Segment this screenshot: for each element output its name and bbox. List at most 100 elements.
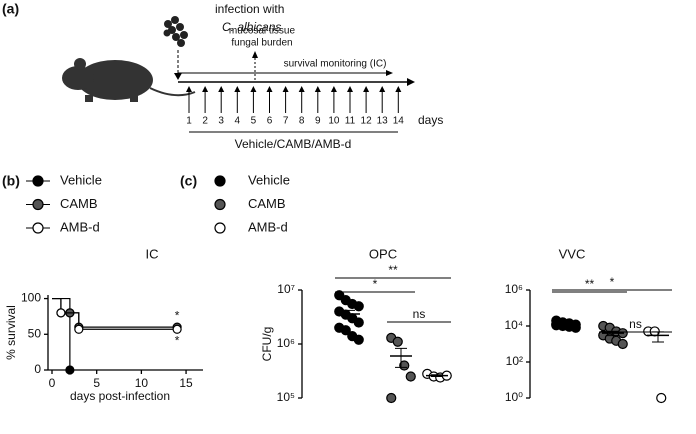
- legend-marker: [32, 175, 44, 187]
- arrow-head: [407, 78, 415, 86]
- mouse-icon: [62, 58, 196, 102]
- data-point: [656, 392, 667, 404]
- legend-marker: [32, 198, 44, 211]
- survival-curve: [52, 297, 178, 330]
- y-tick-label: 10⁵: [277, 390, 295, 404]
- day-label: 13: [377, 116, 389, 127]
- survival-marker: [65, 365, 75, 375]
- y-axis-label: CFU/g: [260, 327, 274, 362]
- legend-marker: [214, 175, 226, 187]
- error-bar: [560, 322, 572, 326]
- legend-label: CAMB: [60, 196, 98, 211]
- data-point: [353, 317, 364, 328]
- day-label: 2: [202, 116, 208, 127]
- y-tick-label: 10⁶: [277, 336, 295, 350]
- data-point: [617, 338, 628, 350]
- error-bar: [431, 374, 443, 378]
- significance: ns: [413, 307, 426, 321]
- significance: *: [175, 333, 180, 347]
- arrow-head: [386, 70, 393, 76]
- chart-title: OPC: [369, 246, 397, 261]
- x-axis-label: days post-infection: [70, 389, 170, 403]
- significance: *: [373, 277, 378, 291]
- arrow-head: [298, 86, 305, 92]
- arrow-head: [266, 86, 273, 92]
- day-label: 12: [361, 116, 373, 127]
- burden-text: fungal burden: [231, 38, 292, 49]
- survival-marker: [56, 308, 66, 318]
- arrow-head: [395, 86, 402, 92]
- y-tick-label: 0: [34, 362, 41, 376]
- days-label: days: [418, 113, 443, 127]
- legend-marker: [32, 222, 44, 234]
- significance: ns: [629, 317, 642, 331]
- arrow-head: [282, 86, 289, 92]
- data-point: [405, 371, 416, 382]
- day-label: 7: [283, 116, 289, 127]
- legend-label: CAMB: [248, 196, 286, 211]
- legend-label: AMB-d: [248, 219, 288, 234]
- survival-marker: [74, 324, 84, 334]
- x-tick-label: 15: [179, 376, 193, 390]
- legend-marker: [214, 198, 226, 211]
- day-label: 3: [218, 116, 224, 127]
- organism: C. albicans: [222, 20, 281, 34]
- y-axis-label: % survival: [4, 305, 18, 360]
- day-label: 10: [328, 116, 340, 127]
- day-label: 8: [299, 116, 305, 127]
- panel-label: (c): [180, 173, 197, 189]
- burden-text: mucosal tissue: [229, 26, 296, 37]
- panel-label: (b): [2, 173, 20, 189]
- arrow-head: [234, 86, 241, 92]
- day-label: 5: [251, 116, 257, 127]
- day-label: 1: [186, 116, 192, 127]
- x-tick-label: 5: [93, 376, 100, 390]
- significance: **: [388, 263, 398, 277]
- arrow-head: [252, 51, 258, 58]
- data-point: [353, 334, 364, 345]
- chart-title: VVC: [559, 246, 586, 261]
- significance: *: [175, 308, 180, 322]
- data-point: [340, 325, 351, 336]
- y-tick-label: 10²: [506, 354, 523, 368]
- monitoring-text: survival monitoring (IC): [284, 59, 387, 70]
- significance: *: [610, 275, 615, 289]
- error-bar: [343, 309, 355, 319]
- day-label: 14: [393, 116, 405, 127]
- arrow-head: [347, 86, 353, 92]
- legend-marker: [214, 222, 226, 234]
- treatment-text: Vehicle/CAMB/AMB-d: [235, 137, 352, 151]
- legend-label: Vehicle: [248, 172, 290, 187]
- legend-label: Vehicle: [60, 172, 102, 187]
- day-label: 6: [267, 116, 273, 127]
- arrow-head: [174, 73, 182, 80]
- x-tick-label: 0: [49, 376, 56, 390]
- y-tick-label: 10⁷: [277, 282, 295, 296]
- data-point: [386, 392, 397, 404]
- y-tick-label: 100: [21, 291, 41, 305]
- legend-label: AMB-d: [60, 219, 100, 234]
- arrow-head: [330, 86, 337, 92]
- arrow-head: [314, 86, 321, 92]
- arrow-head: [379, 86, 386, 92]
- arrow-head: [202, 86, 209, 92]
- data-point: [353, 301, 364, 312]
- x-tick-label: 10: [135, 376, 149, 390]
- y-tick-label: 50: [28, 326, 42, 340]
- infection-text: infection with: [215, 2, 284, 16]
- day-label: 9: [315, 116, 321, 127]
- day-label: 4: [235, 116, 241, 127]
- arrow-head: [363, 86, 370, 92]
- chart-title: IC: [146, 246, 159, 261]
- significance: **: [585, 277, 595, 291]
- arrow-head: [186, 86, 192, 92]
- day-label: 11: [345, 116, 356, 127]
- error-bar: [395, 347, 407, 368]
- survival-marker: [172, 324, 182, 334]
- y-tick-label: 10⁴: [504, 318, 523, 332]
- y-tick-label: 10⁶: [505, 282, 523, 296]
- data-point: [392, 336, 403, 347]
- y-tick-label: 10⁰: [505, 390, 523, 404]
- fungal-cells: [163, 16, 188, 47]
